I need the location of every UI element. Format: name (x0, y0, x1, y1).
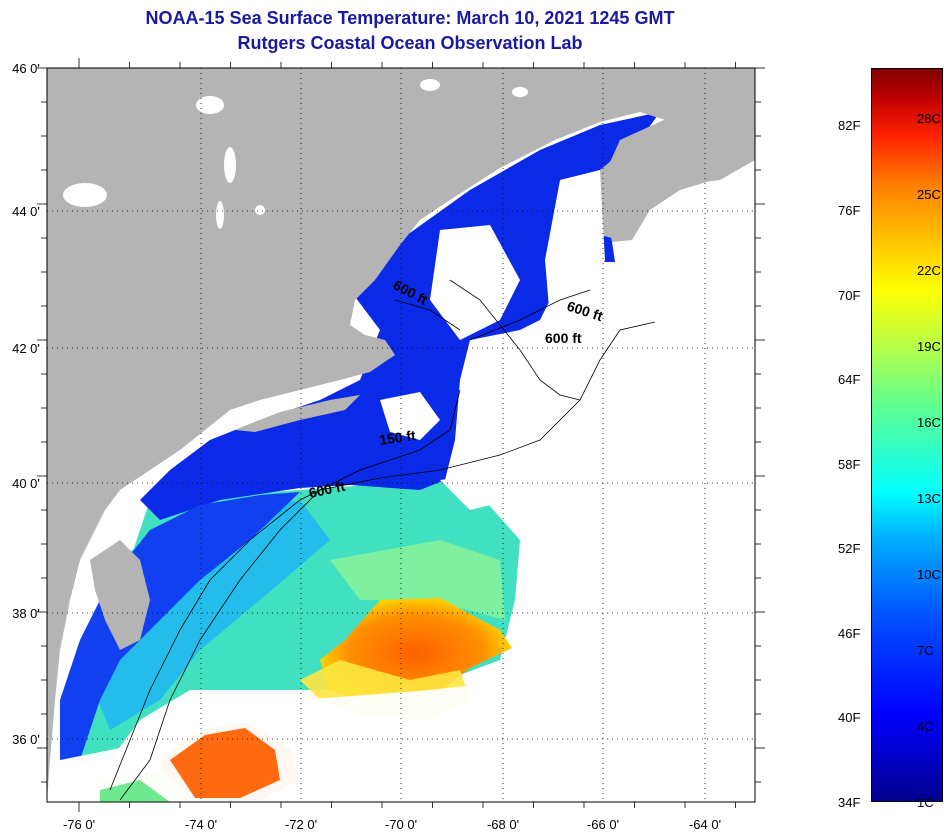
scale-label-c: 28C (917, 111, 941, 126)
lat-tick-label: 36 0' (12, 732, 40, 747)
scale-label-c: 16C (917, 415, 941, 430)
lon-tick-label: -68 0' (487, 817, 519, 832)
lat-tick-label: 38 0' (12, 606, 40, 621)
green-coastal-2 (100, 780, 170, 802)
lon-tick-label: -72 0' (285, 817, 317, 832)
lon-tick-label: -74 0' (185, 817, 217, 832)
isobath-label: 600 ft (545, 330, 582, 346)
lon-tick-label: -76 0' (63, 817, 95, 832)
scale-label-f: 52F (838, 541, 861, 556)
warm-south-2 (170, 728, 280, 798)
chart-subtitle: Rutgers Coastal Ocean Observation Lab (237, 33, 583, 53)
chart-title: NOAA-15 Sea Surface Temperature: March 1… (145, 8, 675, 28)
lat-tick-label: 42 0' (12, 341, 40, 356)
scale-label-c: 19C (917, 339, 941, 354)
delmarva (90, 540, 150, 650)
scale-label-f: 34F (838, 795, 861, 810)
scale-label-f: 70F (838, 288, 861, 303)
scale-label-c: 4C (917, 719, 934, 734)
isobath-label: 150 ft (378, 427, 417, 448)
lakes (63, 79, 528, 229)
graticule (47, 68, 755, 802)
isobath-lines (109, 279, 656, 801)
scale-label-f: 58F (838, 457, 861, 472)
color-scale-bar (871, 68, 943, 802)
lon-tick-label: -64 0' (689, 817, 721, 832)
scale-label-c: 1C (917, 795, 934, 810)
scale-label-c: 25C (917, 187, 941, 202)
scale-label-c: 10C (917, 567, 941, 582)
axis-ticks (37, 58, 765, 812)
scale-label-f: 64F (838, 372, 861, 387)
scale-label-c: 7C (917, 643, 934, 658)
scale-label-c: 13C (917, 491, 941, 506)
lon-tick-label: -66 0' (587, 817, 619, 832)
land-mass (47, 68, 755, 802)
light-green-patch (330, 540, 505, 620)
scale-label-f: 46F (838, 626, 861, 641)
lon-tick-label: -70 0' (385, 817, 417, 832)
lat-tick-label: 44 0' (12, 204, 40, 219)
long-island (235, 395, 360, 432)
nova-scotia-land (602, 108, 755, 242)
scale-label-f: 76F (838, 203, 861, 218)
isobath-label: 600 ft (307, 478, 346, 501)
scale-label-f: 82F (838, 118, 861, 133)
lat-tick-label: 46 0' (12, 61, 40, 76)
scale-label-f: 40F (838, 710, 861, 725)
lat-tick-label: 40 0' (12, 476, 40, 491)
scale-label-c: 22C (917, 263, 941, 278)
